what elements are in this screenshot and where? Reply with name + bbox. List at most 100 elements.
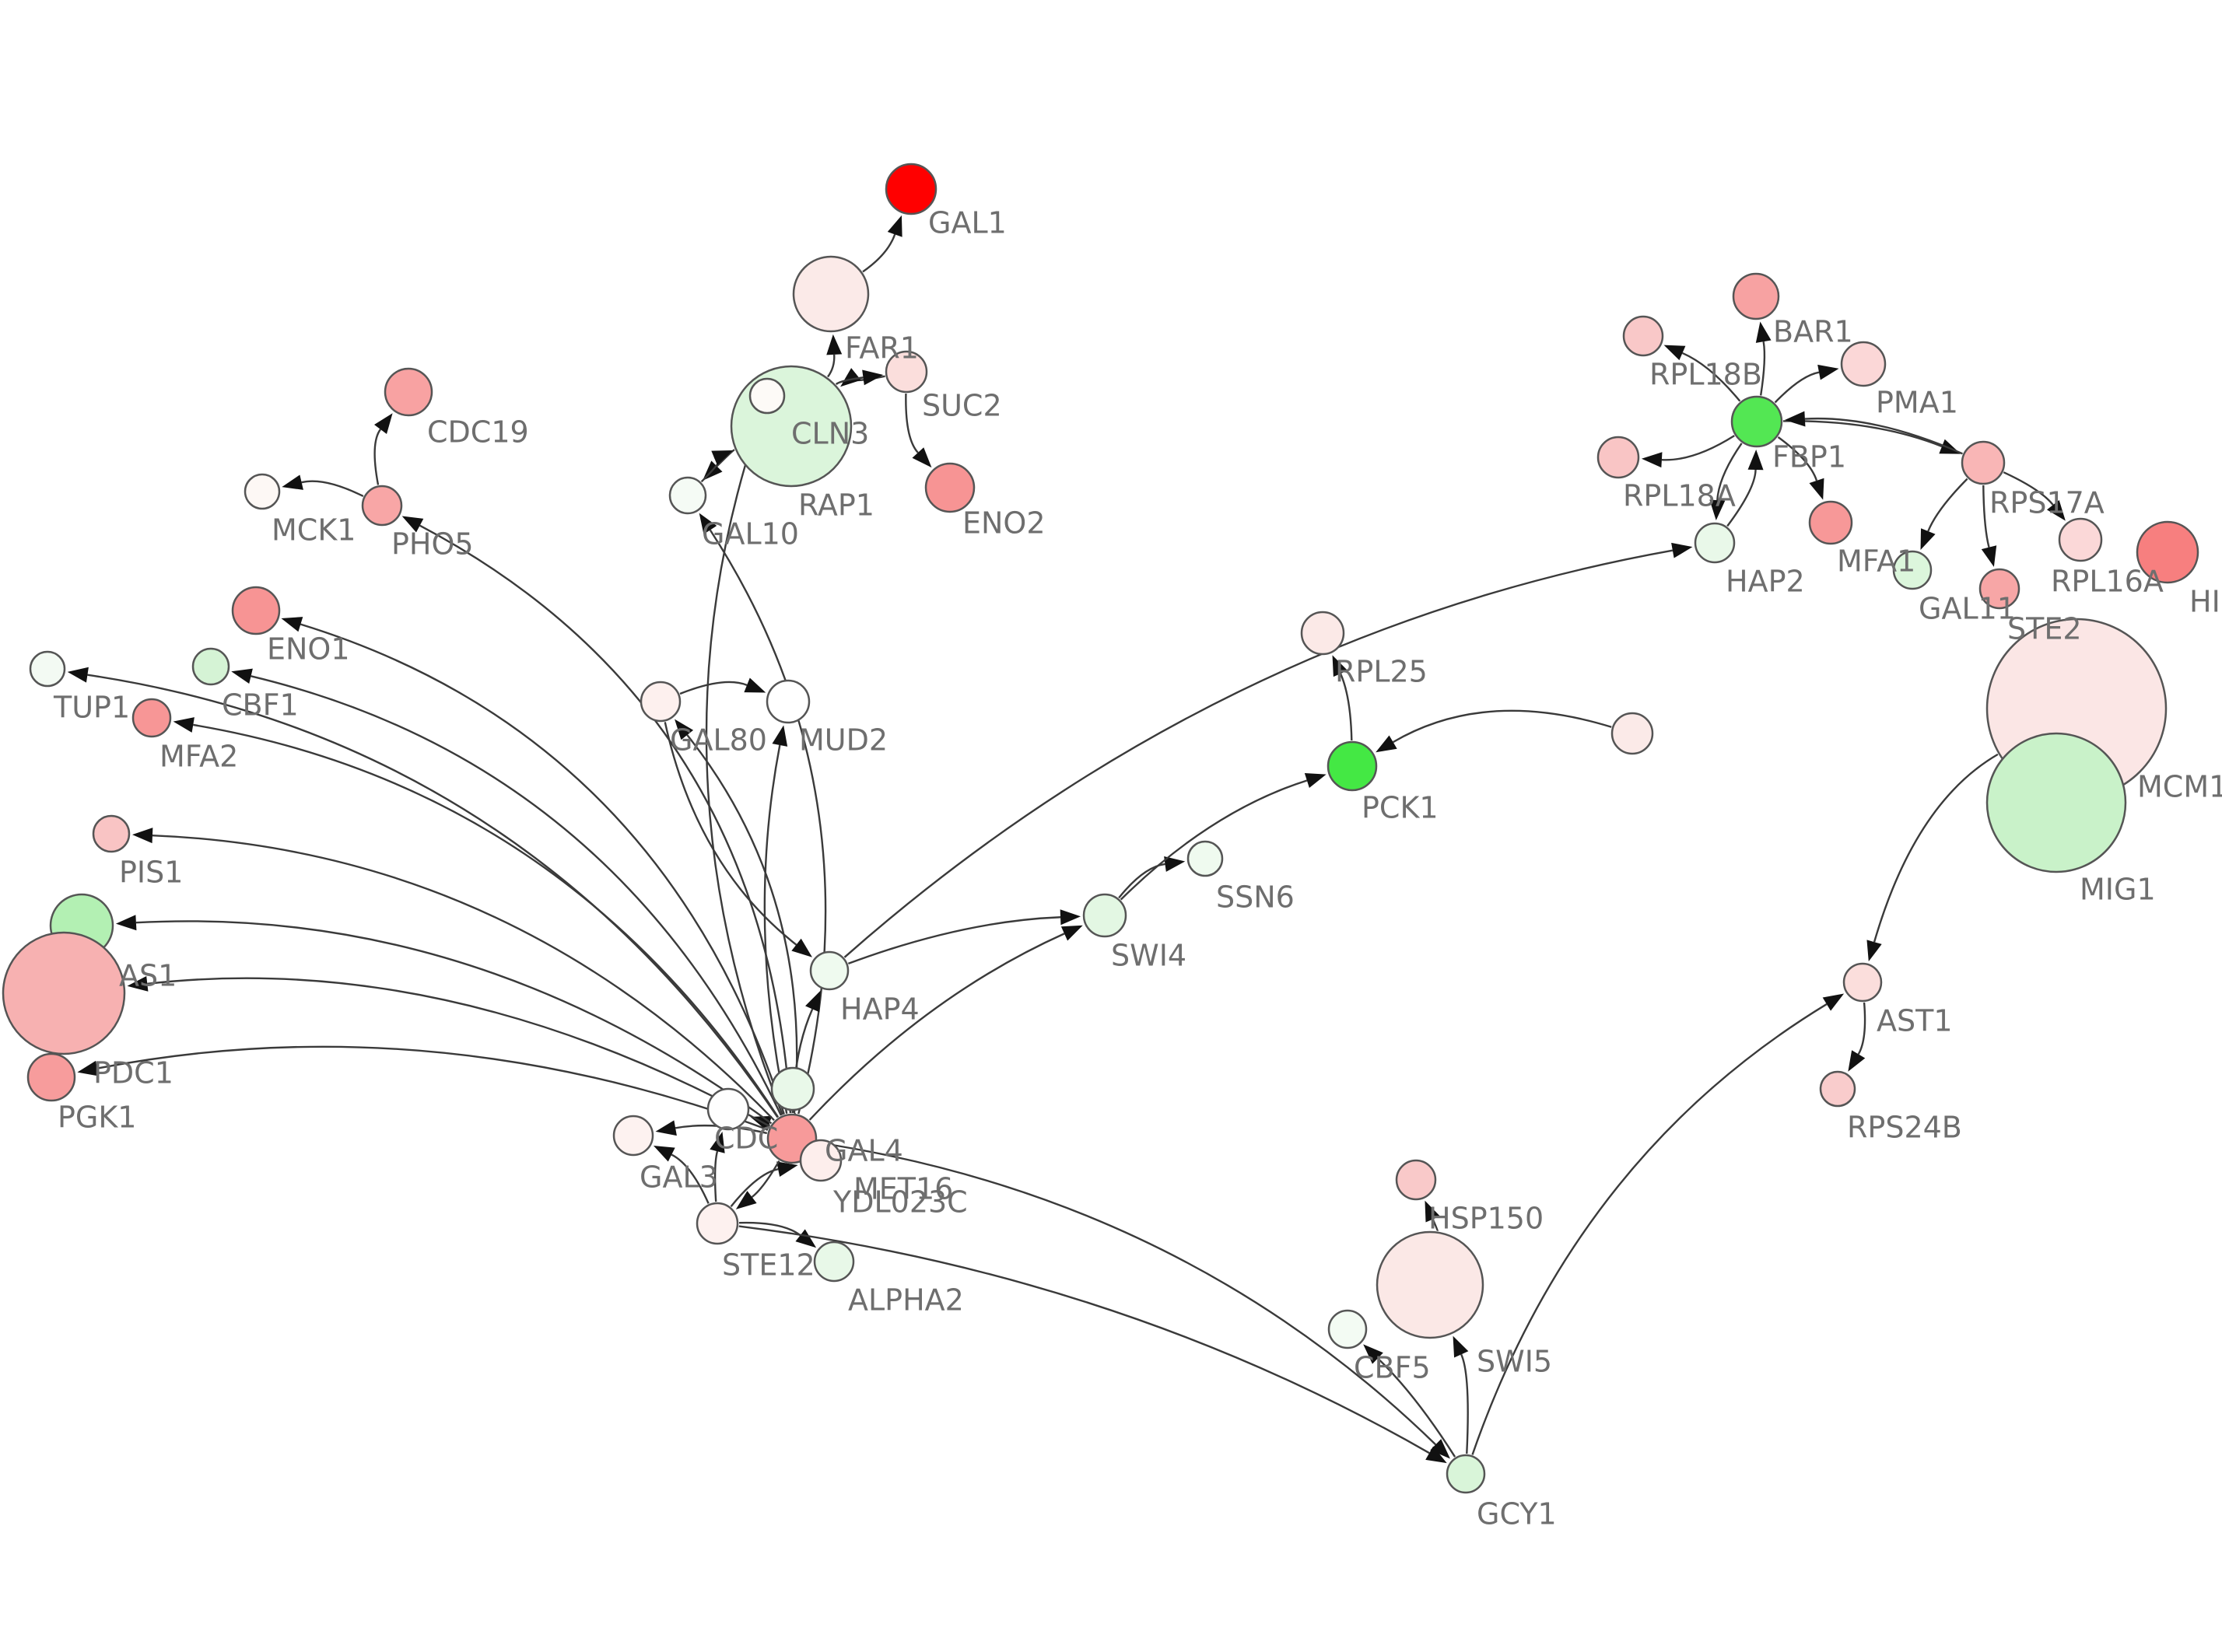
edge-gal4-to-gcy1 bbox=[817, 1141, 1437, 1446]
gene-node-ydl023c[interactable] bbox=[799, 1139, 843, 1182]
edge-gal4-to-rap1 bbox=[705, 434, 783, 1115]
gene-label-rpl18b: RPL18B bbox=[1649, 358, 1762, 392]
gene-node-gal1[interactable] bbox=[885, 163, 938, 215]
arrowhead-icon bbox=[912, 447, 932, 468]
gene-node-swi5[interactable] bbox=[1376, 1230, 1484, 1339]
gene-node-suc2[interactable] bbox=[885, 350, 928, 394]
gene-node-gal3[interactable] bbox=[612, 1115, 654, 1157]
gene-node-rpl18b[interactable] bbox=[1622, 315, 1664, 357]
edge-fbp1-to-rpl18b bbox=[1681, 352, 1741, 402]
gene-node-hsp150[interactable] bbox=[1395, 1159, 1437, 1201]
gene-label-pck1: PCK1 bbox=[1362, 791, 1439, 825]
arrowhead-icon bbox=[1363, 1344, 1383, 1364]
gene-node-tup1[interactable] bbox=[29, 650, 66, 688]
gene-label-met16: MET16 bbox=[853, 1172, 953, 1206]
arrowhead-icon bbox=[862, 369, 884, 386]
gene-node-rpl18a[interactable] bbox=[1596, 436, 1640, 479]
gene-node-fbp1[interactable] bbox=[1730, 395, 1783, 448]
gene-node-cdc19[interactable] bbox=[384, 367, 433, 417]
gene-label-alpha2: ALPHA2 bbox=[848, 1283, 964, 1318]
gene-node-eno2[interactable] bbox=[924, 462, 976, 513]
arrowhead-icon bbox=[1376, 735, 1397, 753]
gene-node-hap4[interactable] bbox=[809, 950, 850, 991]
gene-node-mig1b[interactable] bbox=[1610, 712, 1654, 755]
gene-node-far1[interactable] bbox=[792, 255, 870, 333]
gene-node-mig1[interactable] bbox=[1985, 732, 2127, 873]
arrowhead-icon bbox=[840, 368, 861, 387]
edge-gal4-to-as1 bbox=[135, 920, 773, 1125]
gene-node-cbf1[interactable] bbox=[191, 647, 230, 686]
edge-pho5-to-cdc19 bbox=[373, 429, 382, 485]
gene-node-gal80[interactable] bbox=[640, 681, 682, 723]
edge-gcy1-to-swi5 bbox=[1460, 1353, 1469, 1454]
gene-label-gal1: GAL1 bbox=[928, 206, 1007, 240]
edge-ste12-to-cdc bbox=[713, 1150, 719, 1202]
arrowhead-icon bbox=[282, 474, 303, 490]
gene-node-mfa2[interactable] bbox=[131, 698, 172, 738]
gene-label-pho5: PHO5 bbox=[391, 527, 474, 562]
gene-node-gcy1[interactable] bbox=[1446, 1454, 1486, 1494]
gene-label-rps17a: RPS17A bbox=[1989, 486, 2105, 520]
gene-node-rps17a[interactable] bbox=[1961, 440, 2006, 485]
edge-fbp1-to-rps17a bbox=[1782, 420, 1943, 448]
arrowhead-icon bbox=[1784, 411, 1806, 427]
gene-label-bar1: BAR1 bbox=[1773, 315, 1853, 349]
arrowhead-icon bbox=[1866, 940, 1882, 962]
arrowhead-icon bbox=[77, 1060, 99, 1076]
gene-node-cdc[interactable] bbox=[706, 1087, 750, 1131]
gene-node-gal10[interactable] bbox=[668, 476, 707, 515]
gene-node-bar1[interactable] bbox=[1732, 272, 1780, 320]
gene-node-pma1[interactable] bbox=[1840, 341, 1887, 387]
gene-label-his4: HIS4 bbox=[2189, 585, 2222, 619]
gene-node-mck1[interactable] bbox=[244, 473, 281, 510]
edge-gal4-to-gal10 bbox=[709, 529, 827, 1115]
gene-node-ssn6[interactable] bbox=[1186, 840, 1224, 877]
gene-node-pck1[interactable] bbox=[1327, 740, 1378, 792]
gene-node-pho5[interactable] bbox=[361, 485, 403, 527]
gene-node-met16[interactable] bbox=[770, 1066, 815, 1111]
arrowhead-icon bbox=[653, 1145, 675, 1162]
arrowhead-icon bbox=[1641, 452, 1663, 468]
gene-node-ast1[interactable] bbox=[1842, 962, 1883, 1003]
gene-node-cbf5[interactable] bbox=[1327, 1309, 1368, 1349]
gene-node-alpha2[interactable] bbox=[813, 1241, 855, 1283]
arrowhead-icon bbox=[1453, 1335, 1469, 1358]
gene-node-ste2[interactable] bbox=[1978, 568, 2020, 610]
gene-label-mcm1: MCM1 bbox=[2137, 770, 2222, 804]
gene-node-gal11[interactable] bbox=[1892, 550, 1933, 590]
edge-gal4-to-cbf1 bbox=[251, 675, 783, 1116]
edge-gal4-to-gal80 bbox=[686, 734, 798, 1114]
gene-node-pdc1[interactable] bbox=[2, 931, 126, 1055]
arrowhead-icon bbox=[173, 717, 195, 733]
gene-node-ste12[interactable] bbox=[696, 1202, 739, 1245]
arrowhead-icon bbox=[1663, 345, 1686, 361]
gene-node-mfa1[interactable] bbox=[1808, 500, 1853, 545]
gene-node-rpl16a[interactable] bbox=[2058, 517, 2103, 562]
gene-label-ssn6: SSN6 bbox=[1216, 880, 1295, 915]
gene-label-rpl16a: RPL16A bbox=[2051, 565, 2164, 599]
arrowhead-icon bbox=[1755, 321, 1772, 343]
arrowhead-icon bbox=[1848, 1050, 1866, 1072]
edge-gal4-to-pho5 bbox=[419, 524, 792, 1114]
gene-node-rpl25[interactable] bbox=[1300, 611, 1345, 656]
gene-node-rps24b[interactable] bbox=[1819, 1070, 1856, 1108]
gene-node-eno1[interactable] bbox=[231, 586, 281, 635]
edge-rps17a-to-rpl16a bbox=[2003, 471, 2054, 506]
edge-gal4-to-tup1 bbox=[87, 674, 779, 1118]
gene-node-mud2[interactable] bbox=[766, 679, 811, 724]
gene-label-suc2: SUC2 bbox=[922, 389, 1002, 423]
gene-node-hap2[interactable] bbox=[1694, 522, 1736, 564]
gene-node-his4[interactable] bbox=[2136, 520, 2199, 584]
gene-node-pgk1[interactable] bbox=[26, 1052, 76, 1102]
edge-ast1-to-rps24b bbox=[1857, 1002, 1866, 1055]
gene-label-hap2: HAP2 bbox=[1726, 565, 1805, 599]
gene-node-pis1[interactable] bbox=[92, 814, 131, 853]
edge-cln3-to-gal10 bbox=[716, 449, 735, 467]
arrowhead-icon bbox=[735, 1191, 757, 1209]
gene-label-ast1: AST1 bbox=[1877, 1004, 1953, 1038]
gene-node-swi4[interactable] bbox=[1082, 893, 1127, 938]
gene-node-rap1[interactable] bbox=[748, 377, 786, 415]
edge-swi4-to-ssn6 bbox=[1118, 863, 1165, 899]
edge-gal4-to-ste12 bbox=[751, 1160, 780, 1199]
edge-gal4-to-mfa2 bbox=[193, 723, 780, 1118]
